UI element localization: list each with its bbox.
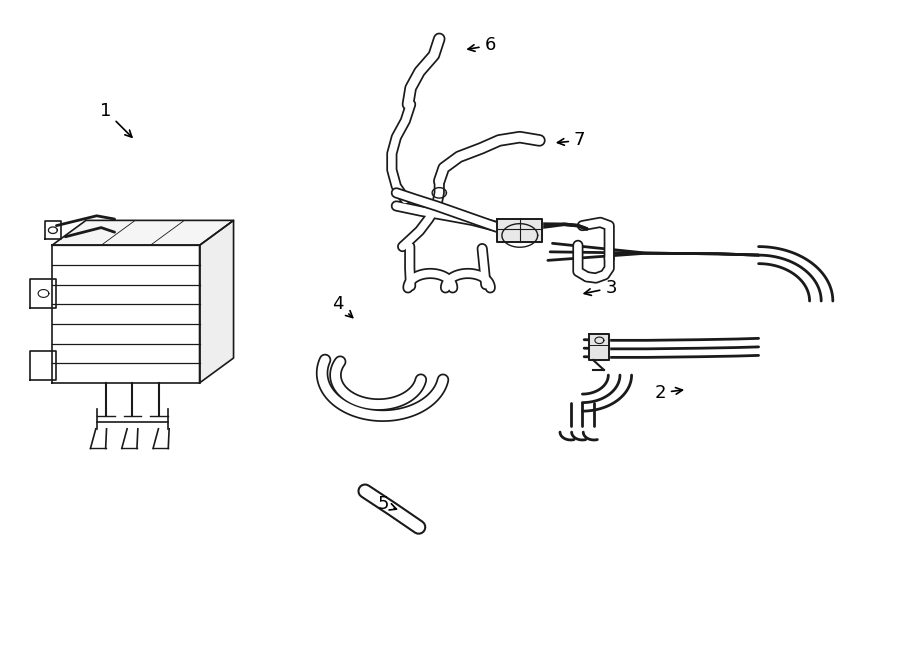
Polygon shape — [200, 220, 233, 383]
Text: 1: 1 — [100, 102, 132, 137]
Text: 5: 5 — [377, 495, 396, 513]
Polygon shape — [52, 220, 233, 245]
Text: 6: 6 — [468, 36, 496, 54]
Polygon shape — [589, 334, 609, 360]
Text: 2: 2 — [654, 384, 682, 402]
Text: 7: 7 — [557, 132, 585, 149]
Polygon shape — [498, 219, 542, 242]
Text: 3: 3 — [584, 279, 616, 297]
Text: 4: 4 — [332, 295, 353, 317]
